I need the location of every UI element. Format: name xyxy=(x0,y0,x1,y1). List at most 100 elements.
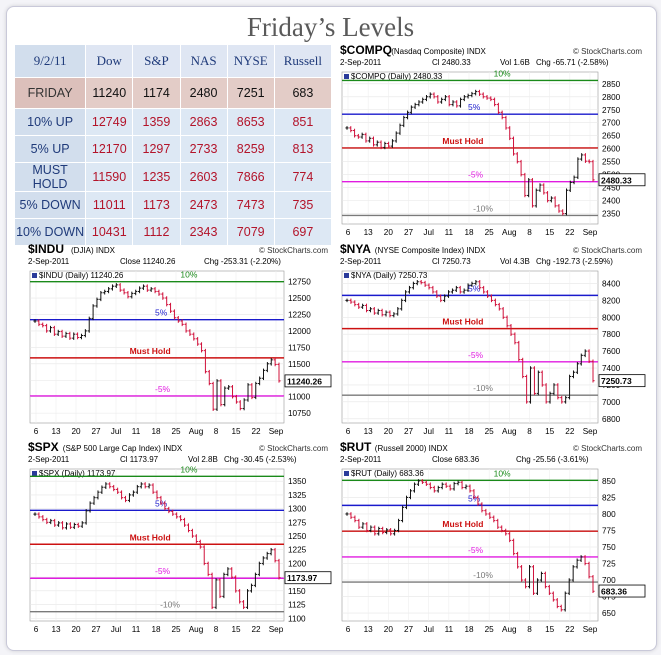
y-tick-label: 12000 xyxy=(288,327,311,336)
x-tick-label: 27 xyxy=(404,625,414,634)
level-label: -5% xyxy=(155,384,171,394)
table-row: 10% DOWN 10431 1112 2343 7079 697 xyxy=(13,218,333,246)
chart-svg: $COMPQ (Nasdaq Composite) INDX © StockChar… xyxy=(340,44,646,237)
plot-area xyxy=(341,270,599,424)
y-tick-label: 1275 xyxy=(288,518,307,527)
table-header-row: 9/2/11 Dow S&P NAS NYSE Russell xyxy=(13,44,333,78)
chart-change: Chg -192.73 (-2.59%) xyxy=(536,257,613,266)
chart-name: (S&P 500 Large Cap Index) INDX xyxy=(63,444,183,453)
chart-symbol: $NYA xyxy=(340,243,371,256)
level-label: -10% xyxy=(160,600,180,610)
table-cell: 1297 xyxy=(132,135,181,163)
y-tick-label: 2800 xyxy=(602,93,621,102)
chart-date: 2-Sep-2011 xyxy=(340,58,382,67)
chart-svg: $SPX (S&P 500 Large Cap Index) INDX © Stoc… xyxy=(28,441,332,634)
x-tick-label: 20 xyxy=(384,625,394,634)
x-tick-label: 8 xyxy=(214,427,219,436)
y-tick-label: 12250 xyxy=(288,310,311,319)
x-tick-label: Aug xyxy=(502,427,517,436)
x-tick-label: 6 xyxy=(346,427,351,436)
x-tick-label: 6 xyxy=(346,228,351,237)
table-row: 10% UP 12749 1359 2863 8653 851 xyxy=(13,108,333,136)
y-tick-label: 11750 xyxy=(288,343,311,352)
level-label: Must Hold xyxy=(130,532,171,542)
level-label: 10% xyxy=(494,68,511,78)
chart-svg: $RUT (Russell 2000) INDX © StockCharts.com… xyxy=(340,441,646,634)
x-tick-label: 13 xyxy=(364,228,374,237)
x-tick-label: Sep xyxy=(269,427,284,436)
y-tick-label: 725 xyxy=(602,560,616,569)
chart-nya: $NYA (NYSE Composite Index) INDX © StockCh… xyxy=(340,243,646,439)
y-tick-label: 2400 xyxy=(602,197,621,206)
table-cell: 697 xyxy=(273,218,333,246)
chart-compq: $COMPQ (Nasdaq Composite) INDX © StockChar… xyxy=(340,44,646,240)
y-tick-label: 650 xyxy=(602,609,616,618)
table-row: FRIDAY 11240 1174 2480 7251 683 xyxy=(13,77,333,109)
last-price-box xyxy=(598,374,646,388)
x-tick-label: 27 xyxy=(91,625,101,634)
chart-watermark: © StockCharts.com xyxy=(573,444,642,453)
last-price-box xyxy=(284,571,332,585)
x-tick-label: 6 xyxy=(346,625,351,634)
x-tick-label: 25 xyxy=(171,427,181,436)
x-tick-label: 20 xyxy=(384,427,394,436)
chart-change: Chg -30.45 (-2.53%) xyxy=(224,455,297,464)
level-label: -5% xyxy=(468,170,484,180)
y-tick-label: 825 xyxy=(602,493,616,502)
table-cell: 7251 xyxy=(226,77,275,109)
chart-symbol: $COMPQ xyxy=(340,44,392,57)
x-tick-label: 15 xyxy=(231,427,241,436)
level-label: 10% xyxy=(180,270,197,280)
legend-swatch xyxy=(344,74,349,79)
last-price-box xyxy=(598,584,646,598)
table-header-cell: Russell xyxy=(273,44,333,78)
x-tick-label: 25 xyxy=(485,427,495,436)
chart-change: Chg -253.31 (-2.20%) xyxy=(204,257,281,266)
chart-quote: Close 11240.26 xyxy=(120,257,176,266)
table-header-cell: Dow xyxy=(85,44,134,78)
chart-spx: $SPX (S&P 500 Large Cap Index) INDX © Stoc… xyxy=(28,441,332,637)
y-tick-label: 11000 xyxy=(288,393,311,402)
x-tick-label: 15 xyxy=(545,625,555,634)
legend-swatch xyxy=(344,273,349,278)
last-price-label: 11240.26 xyxy=(287,376,322,386)
x-tick-label: Jul xyxy=(423,427,434,436)
level-label: -5% xyxy=(155,566,171,576)
y-tick-label: 850 xyxy=(602,477,616,486)
y-tick-label: 2850 xyxy=(602,80,621,89)
x-tick-label: 15 xyxy=(231,625,241,634)
level-label: -10% xyxy=(473,570,493,580)
x-tick-label: 15 xyxy=(545,228,555,237)
level-label: Must Hold xyxy=(130,346,171,356)
table-cell: 774 xyxy=(273,162,333,192)
table-cell: 8653 xyxy=(226,108,275,136)
x-tick-label: 6 xyxy=(34,625,39,634)
level-label: -5% xyxy=(468,545,484,555)
x-tick-label: 15 xyxy=(545,427,555,436)
table-cell: 12170 xyxy=(85,135,134,163)
y-tick-label: 2450 xyxy=(602,184,621,193)
y-tick-label: 2750 xyxy=(602,106,621,115)
x-tick-label: 8 xyxy=(527,228,532,237)
y-tick-label: 700 xyxy=(602,576,616,585)
y-tick-label: 1350 xyxy=(288,477,307,486)
table-cell: 7473 xyxy=(226,191,275,219)
table-cell: 2863 xyxy=(179,108,228,136)
chart-date: 2-Sep-2011 xyxy=(28,455,70,464)
legend-label: $RUT (Daily) 683.36 xyxy=(351,469,424,478)
plot-area xyxy=(341,468,599,622)
level-label: -10% xyxy=(473,203,493,213)
y-tick-label: 1125 xyxy=(288,601,306,610)
legend-swatch xyxy=(344,471,349,476)
x-tick-label: 11 xyxy=(445,228,454,237)
level-label: 10% xyxy=(180,464,197,474)
table-cell: 7079 xyxy=(226,218,275,246)
table-cell: 11240 xyxy=(85,77,134,109)
x-tick-label: 22 xyxy=(251,427,261,436)
x-tick-label: 27 xyxy=(404,427,414,436)
y-tick-label: 1150 xyxy=(288,587,306,596)
table-cell: 1112 xyxy=(132,218,181,246)
y-tick-label: 6800 xyxy=(602,415,621,424)
x-tick-label: Jul xyxy=(423,625,434,634)
table-cell: 1359 xyxy=(132,108,181,136)
